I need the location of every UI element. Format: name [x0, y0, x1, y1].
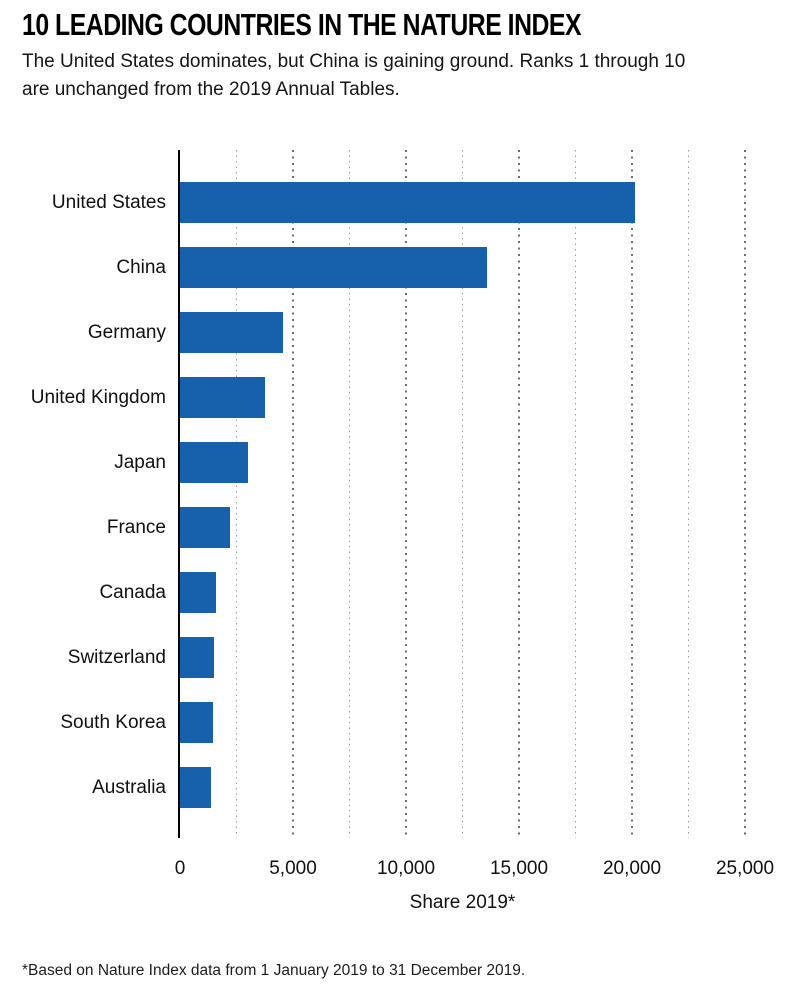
- bar-japan: [180, 442, 249, 483]
- x-tick-label-20000: 20,000: [602, 858, 662, 879]
- x-tick-label-10000: 10,000: [376, 858, 436, 879]
- gridline-major-15000: [518, 150, 520, 838]
- bar-united-states: [180, 182, 636, 223]
- x-tick-label-0: 0: [174, 858, 186, 879]
- footnote: *Based on Nature Index data from 1 Janua…: [22, 962, 526, 979]
- bar-france: [180, 507, 231, 548]
- country-label-united-states: United States: [51, 192, 166, 213]
- country-label-united-kingdom: United Kingdom: [30, 387, 166, 408]
- gridline-minor-22500: [688, 150, 689, 838]
- country-label-france: France: [106, 517, 166, 538]
- chart-title: 10 LEADING COUNTRIES IN THE NATURE INDEX: [22, 7, 582, 42]
- country-label-switzerland: Switzerland: [67, 647, 166, 668]
- x-tick-label-5000: 5,000: [269, 858, 317, 879]
- gridline-minor-12500: [462, 150, 463, 838]
- bar-germany: [180, 312, 283, 353]
- bar-switzerland: [180, 637, 214, 678]
- country-label-south-korea: South Korea: [60, 712, 166, 733]
- subtitle-line-2: are unchanged from the 2019 Annual Table…: [22, 79, 400, 100]
- y-axis-line: [178, 150, 180, 838]
- country-label-germany: Germany: [87, 322, 166, 343]
- bar-canada: [180, 572, 216, 613]
- plot-area: United States China Germany United Kingdom J…: [31, 150, 774, 879]
- country-label-australia: Australia: [92, 777, 166, 798]
- gridline-minor-7500: [349, 150, 350, 838]
- gridline-minor-2500: [236, 150, 237, 838]
- chart-subtitle: The United States dominates, but China i…: [22, 48, 782, 104]
- chart-header: 10 LEADING COUNTRIES IN THE NATURE INDEX…: [22, 8, 782, 104]
- bar-china: [180, 247, 487, 288]
- gridline-major-5000: [292, 150, 294, 838]
- x-axis-title: Share 2019*: [409, 892, 516, 913]
- country-label-japan: Japan: [114, 452, 166, 473]
- gridline-major-25000: [744, 150, 746, 838]
- gridline-minor-17500: [575, 150, 576, 838]
- x-tick-label-25000: 25,000: [715, 858, 775, 879]
- gridline-major-20000: [631, 150, 633, 838]
- bar-south-korea: [180, 702, 213, 743]
- subtitle-line-1: The United States dominates, but China i…: [22, 51, 686, 72]
- bar-united-kingdom: [180, 377, 266, 418]
- country-label-china: China: [116, 257, 166, 278]
- x-tick-label-15000: 15,000: [489, 858, 549, 879]
- bar-australia: [180, 767, 211, 808]
- gridline-major-10000: [405, 150, 407, 838]
- country-label-canada: Canada: [99, 582, 166, 603]
